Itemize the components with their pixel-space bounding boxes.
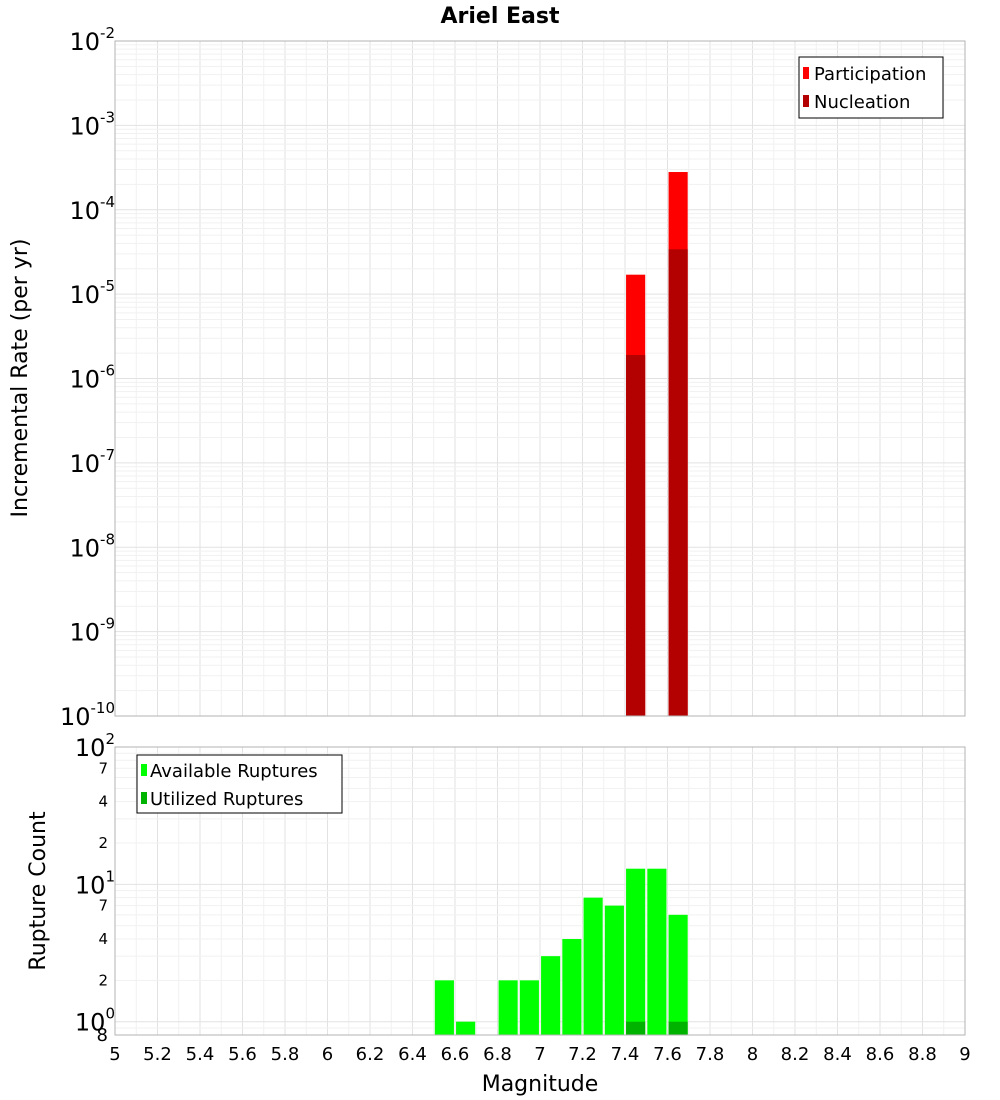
x-tick-label: 7.8: [696, 1044, 725, 1065]
available-ruptures-bar: [668, 914, 688, 1035]
available-ruptures-bar: [498, 980, 518, 1035]
top-plot-frame: [114, 40, 966, 717]
x-tick-label: 7: [534, 1044, 545, 1065]
top-plot-grid: [114, 41, 966, 717]
bottom-y-tick-label: 7: [98, 759, 108, 777]
x-tick-label: 6.2: [356, 1044, 385, 1065]
bottom-y-tick-label: 2: [98, 971, 108, 989]
x-tick-label: 6: [322, 1044, 333, 1065]
x-tick-label: 8.4: [823, 1044, 852, 1065]
x-tick-label: 8.2: [781, 1044, 810, 1065]
legend-swatch-utilized: [141, 792, 147, 804]
available-ruptures-bar: [434, 980, 454, 1035]
bottom-y-tick-label: 102: [75, 730, 115, 762]
top-legend: Participation Nucleation: [798, 56, 944, 119]
top-y-tick-label: 10-5: [69, 277, 115, 309]
x-axis-label: Magnitude: [482, 1072, 599, 1097]
top-y-tick-label: 10-8: [69, 530, 115, 562]
bottom-plot-bars: [434, 868, 688, 1035]
bottom-y-tick-label: 2: [98, 834, 108, 852]
x-tick-label: 9: [959, 1044, 970, 1065]
x-tick-label: 5.4: [186, 1044, 215, 1065]
legend-swatch-nucleation: [803, 95, 809, 107]
bottom-plot-frame: [114, 746, 966, 1036]
top-y-tick-label: 10-10: [60, 699, 115, 731]
chart-title: Ariel East: [440, 4, 560, 29]
top-legend-box: [798, 56, 944, 119]
top-y-tick-label: 10-2: [69, 24, 115, 56]
x-tick-label: 5: [109, 1044, 120, 1065]
x-tick-label: 5.8: [271, 1044, 300, 1065]
available-ruptures-bar: [541, 956, 561, 1035]
available-ruptures-bar: [456, 1021, 476, 1035]
x-tick-label: 8: [747, 1044, 758, 1065]
utilized-ruptures-bar: [626, 1021, 646, 1035]
top-y-tick-label: 10-7: [69, 446, 115, 478]
bottom-legend-box: [136, 754, 343, 814]
x-tick-label: 7.2: [568, 1044, 597, 1065]
x-tick-label: 6.6: [441, 1044, 470, 1065]
available-ruptures-bar: [626, 868, 646, 1035]
incremental-rate-plot: 10-2 10-3 10-4 10-5 10-6 10-7 10-8 10-9 10-10 In…: [8, 24, 966, 731]
bottom-plot-grid: [114, 746, 966, 1036]
top-plot-bars: [626, 172, 688, 716]
x-tick-label: 8.6: [866, 1044, 895, 1065]
available-ruptures-bar: [562, 939, 582, 1035]
legend-label-nucleation: Nucleation: [814, 92, 910, 113]
utilized-ruptures-bar: [668, 1021, 688, 1035]
nucleation-bar: [626, 354, 646, 716]
legend-label-participation: Participation: [814, 64, 926, 85]
x-tick-label: 7.6: [653, 1044, 682, 1065]
bottom-legend: Available Ruptures Utilized Ruptures: [136, 754, 343, 814]
x-axis-ticks: 5 5.2 5.4 5.6 5.8 6 6.2 6.4 6.6 6.8 7 7.2 7.4 7.6 7.8 8…: [109, 1044, 970, 1065]
legend-swatch-participation: [803, 67, 809, 79]
bottom-y-tick-label: 7: [98, 897, 108, 915]
top-y-tick-label: 10-3: [69, 108, 115, 140]
legend-swatch-available: [141, 764, 147, 776]
top-y-tick-label: 10-9: [69, 615, 115, 647]
top-y-tick-label: 10-6: [69, 362, 115, 394]
x-tick-label: 6.4: [398, 1044, 427, 1065]
legend-label-utilized: Utilized Ruptures: [150, 789, 303, 810]
top-y-tick-label: 10-4: [69, 193, 115, 225]
bottom-y-tick-label: 100: [75, 1005, 115, 1037]
bottom-y-axis-label: Rupture Count: [26, 811, 51, 971]
available-ruptures-bar: [647, 868, 667, 1035]
x-tick-label: 8.8: [908, 1044, 937, 1065]
top-y-axis-label: Incremental Rate (per yr): [8, 239, 33, 518]
legend-label-available: Available Ruptures: [150, 761, 318, 782]
bottom-y-tick-label: 101: [75, 867, 115, 899]
available-ruptures-bar: [519, 980, 539, 1035]
x-tick-label: 5.2: [143, 1044, 172, 1065]
available-ruptures-bar: [604, 905, 624, 1035]
top-plot-y-ticks: 10-2 10-3 10-4 10-5 10-6 10-7 10-8 10-9 10-10: [60, 24, 115, 731]
bottom-y-tick-label: 4: [98, 793, 108, 811]
nucleation-bar: [668, 249, 688, 716]
x-tick-label: 7.4: [611, 1044, 640, 1065]
x-tick-label: 6.8: [483, 1044, 512, 1065]
available-ruptures-bar: [583, 897, 603, 1035]
x-tick-label: 5.6: [228, 1044, 257, 1065]
bottom-y-tick-label: 8: [97, 1025, 108, 1046]
bottom-y-tick-label: 4: [98, 930, 108, 948]
